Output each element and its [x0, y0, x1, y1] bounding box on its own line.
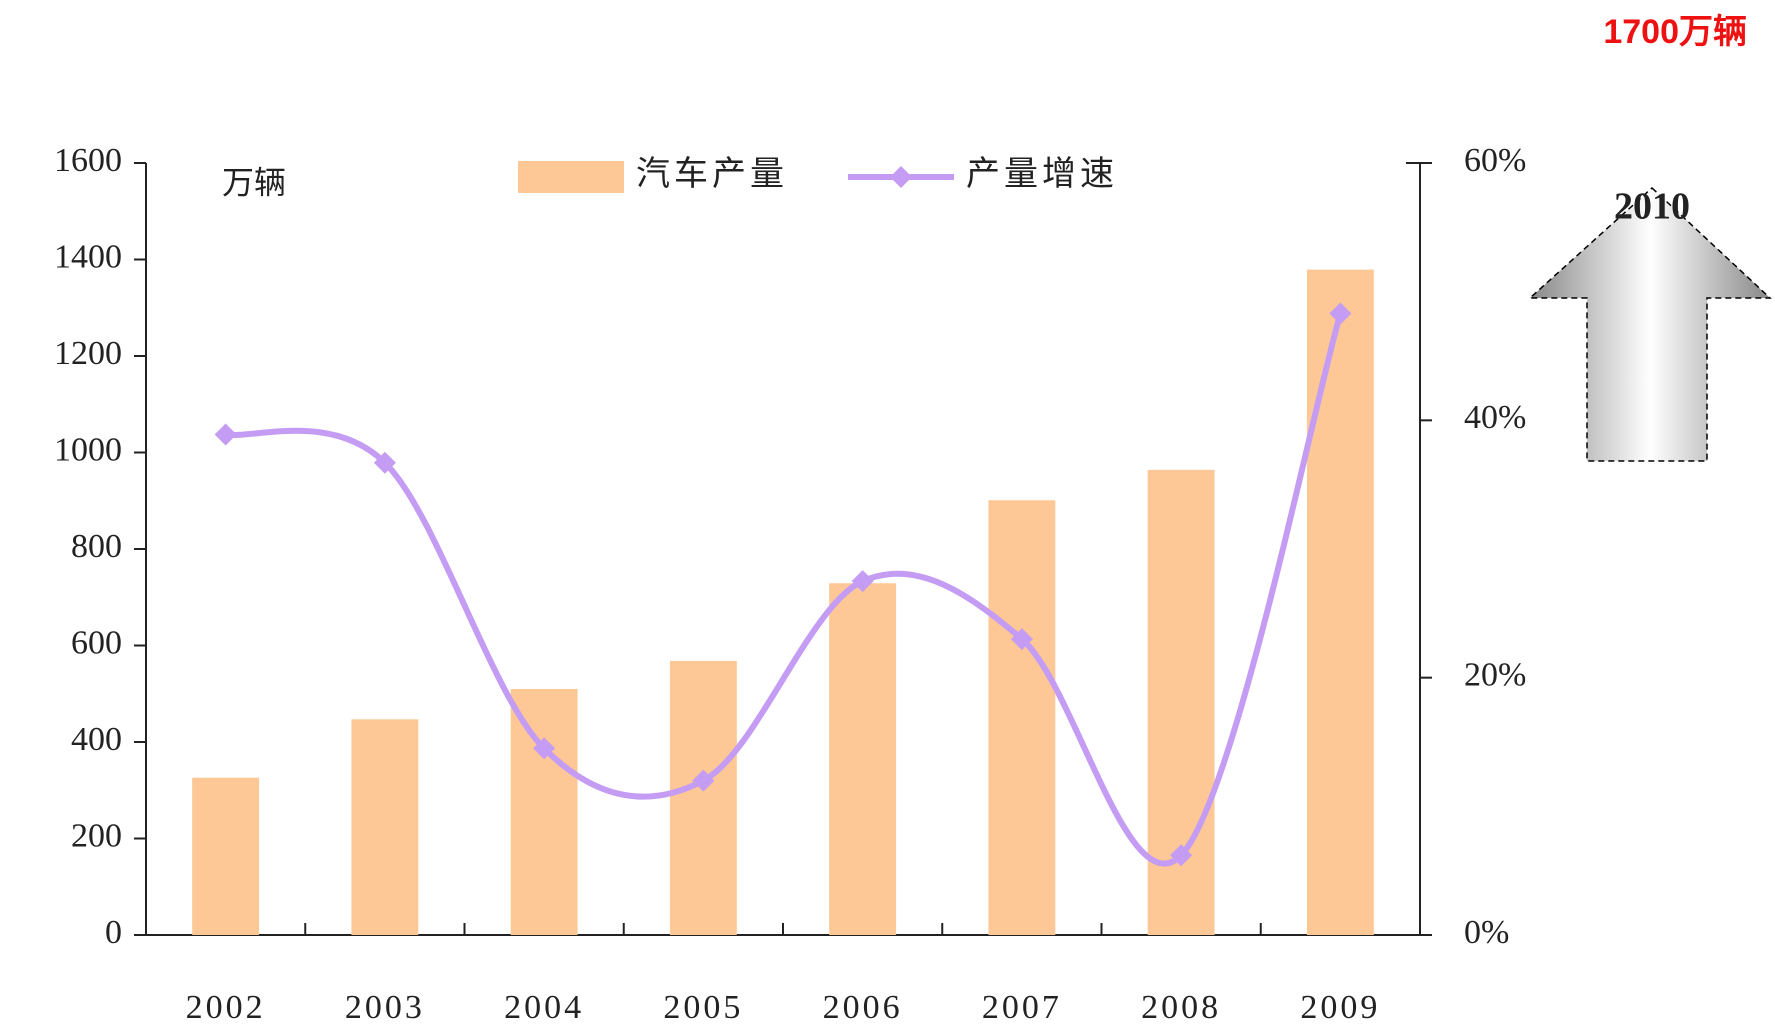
y-tick-label: 1000 [54, 431, 122, 468]
x-tick-label: 2008 [1141, 989, 1221, 1026]
bar [670, 661, 737, 935]
bar [192, 778, 259, 935]
unit-label: 万辆 [222, 164, 286, 200]
x-tick-label: 2009 [1300, 989, 1380, 1026]
x-tick-label: 2007 [982, 989, 1062, 1026]
x-tick-label: 2004 [504, 989, 584, 1026]
y-tick-label: 0 [105, 914, 122, 951]
x-tick-label: 2006 [823, 989, 903, 1026]
y-tick-label: 1400 [54, 238, 122, 275]
axis-line [146, 163, 1420, 935]
y-tick-label: 600 [71, 624, 122, 661]
marker [215, 423, 237, 445]
plot: 0 200 400 600 800 1000 1200 1400 1600 0% 20% 40% 60%… [54, 142, 1526, 1026]
bar [511, 689, 578, 935]
bar [1307, 270, 1374, 935]
y2-tick-label: 60% [1464, 142, 1526, 179]
legend-label: 汽车产量 [636, 155, 788, 193]
bar [351, 719, 418, 935]
legend-marker [890, 166, 912, 188]
legend-label: 产量增速 [966, 155, 1118, 193]
target-label: 1700万辆 [1603, 13, 1747, 51]
arrow [1530, 188, 1770, 461]
y-tick-label: 200 [71, 817, 122, 854]
bar [988, 500, 1055, 935]
y-tick-label: 800 [71, 528, 122, 565]
arrow-label: 2010 [1614, 186, 1690, 228]
y-tick-label: 400 [71, 721, 122, 758]
y2-tick-label: 0% [1464, 914, 1509, 951]
chart: 2010 1700万辆 万辆 0 200 400 600 800 1000 1200 1400… [0, 0, 1775, 1029]
y2-tick-label: 20% [1464, 656, 1526, 693]
x-tick-label: 2003 [345, 989, 425, 1026]
legend-swatch [518, 161, 624, 193]
y-tick-label: 1600 [54, 142, 122, 179]
y2-tick-label: 40% [1464, 399, 1526, 436]
y-tick-label: 1200 [54, 335, 122, 372]
x-tick-label: 2005 [663, 989, 743, 1026]
x-tick-label: 2002 [186, 989, 266, 1026]
bar [829, 583, 896, 935]
